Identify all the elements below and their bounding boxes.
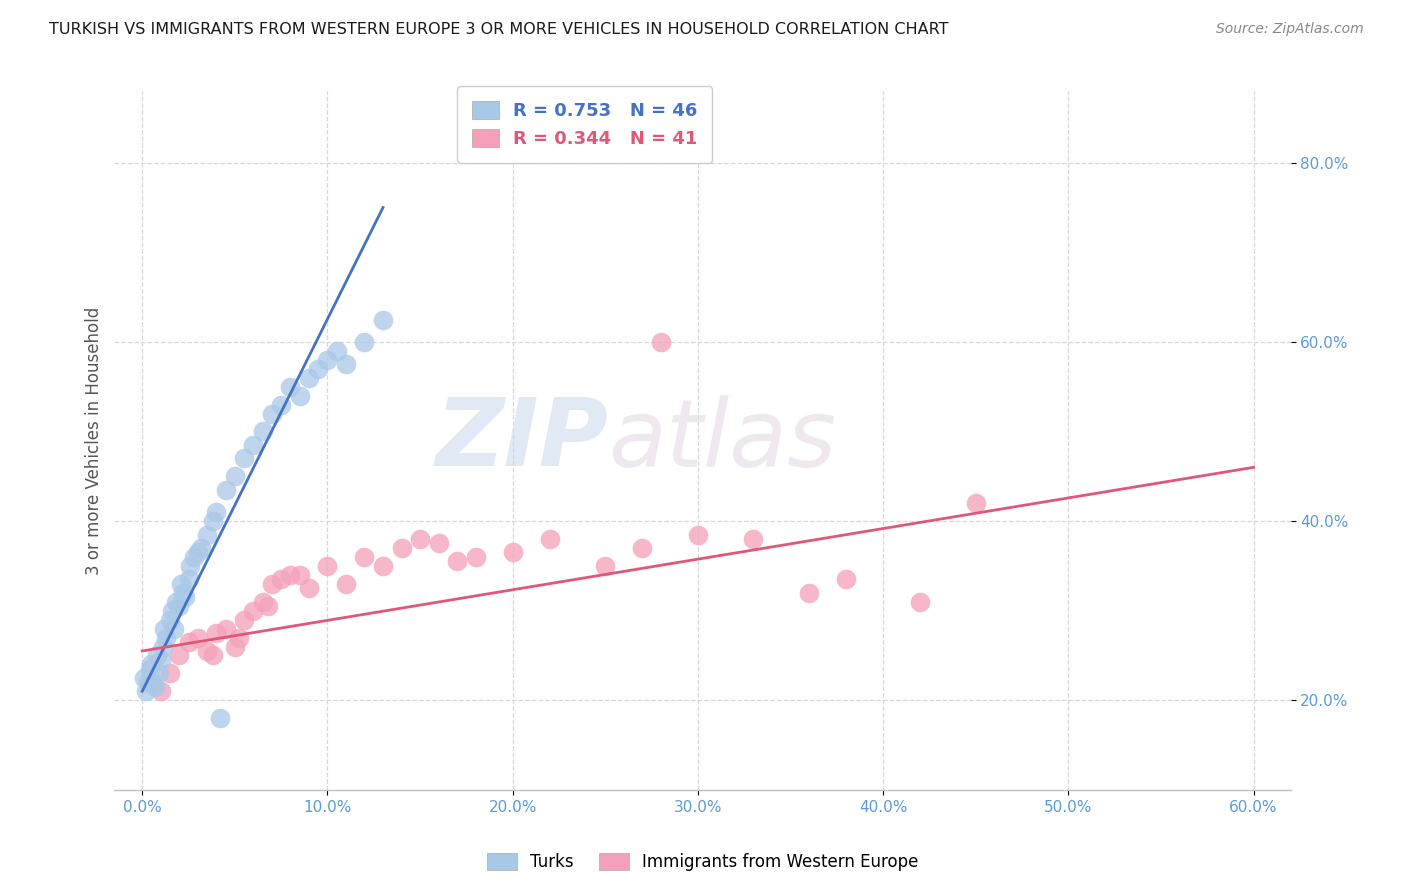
Point <box>280 380 302 394</box>
Point <box>179 558 201 573</box>
Point <box>233 451 256 466</box>
Point <box>135 684 157 698</box>
Point <box>288 389 311 403</box>
Point <box>538 532 561 546</box>
Point <box>391 541 413 555</box>
Point <box>270 398 292 412</box>
Point <box>159 613 181 627</box>
Point <box>228 631 250 645</box>
Point <box>464 549 486 564</box>
Point <box>316 352 339 367</box>
Point <box>224 469 246 483</box>
Point <box>183 549 205 564</box>
Point <box>214 622 236 636</box>
Point <box>288 567 311 582</box>
Legend: Turks, Immigrants from Western Europe: Turks, Immigrants from Western Europe <box>479 845 927 880</box>
Point <box>371 312 394 326</box>
Point <box>742 532 765 546</box>
Point <box>233 613 256 627</box>
Point <box>252 425 274 439</box>
Point <box>325 343 347 358</box>
Point <box>353 549 375 564</box>
Point <box>132 671 155 685</box>
Point <box>195 527 218 541</box>
Point <box>280 567 302 582</box>
Point <box>631 541 654 555</box>
Point <box>141 657 163 672</box>
Point <box>257 599 280 614</box>
Point <box>172 586 194 600</box>
Point <box>371 558 394 573</box>
Point <box>136 675 159 690</box>
Point <box>502 545 524 559</box>
Point <box>167 648 190 663</box>
Text: ZIP: ZIP <box>436 394 609 486</box>
Text: Source: ZipAtlas.com: Source: ZipAtlas.com <box>1216 22 1364 37</box>
Point <box>409 532 432 546</box>
Point <box>201 514 224 528</box>
Point <box>650 334 672 349</box>
Point <box>155 631 177 645</box>
Point <box>205 505 228 519</box>
Point <box>307 361 329 376</box>
Point <box>142 675 165 690</box>
Point <box>260 576 283 591</box>
Point <box>298 581 321 595</box>
Point <box>165 595 187 609</box>
Point <box>593 558 616 573</box>
Point <box>163 622 186 636</box>
Point <box>195 644 218 658</box>
Point <box>214 483 236 497</box>
Y-axis label: 3 or more Vehicles in Household: 3 or more Vehicles in Household <box>86 306 103 574</box>
Point <box>201 648 224 663</box>
Point <box>153 622 176 636</box>
Point <box>138 662 160 676</box>
Point <box>835 572 858 586</box>
Point <box>190 541 212 555</box>
Point <box>252 595 274 609</box>
Point <box>686 527 709 541</box>
Point <box>170 576 193 591</box>
Point <box>446 554 468 568</box>
Point <box>353 334 375 349</box>
Point <box>149 653 172 667</box>
Point <box>173 591 195 605</box>
Point <box>270 572 292 586</box>
Point <box>208 711 231 725</box>
Point <box>965 496 987 510</box>
Point <box>335 576 357 591</box>
Point <box>908 595 931 609</box>
Point <box>167 599 190 614</box>
Point <box>146 648 169 663</box>
Point <box>205 626 228 640</box>
Point <box>187 631 209 645</box>
Point <box>316 558 339 573</box>
Point <box>148 666 170 681</box>
Point <box>152 640 174 654</box>
Point <box>797 586 820 600</box>
Point <box>335 357 357 371</box>
Point <box>242 438 264 452</box>
Text: TURKISH VS IMMIGRANTS FROM WESTERN EUROPE 3 OR MORE VEHICLES IN HOUSEHOLD CORREL: TURKISH VS IMMIGRANTS FROM WESTERN EUROP… <box>49 22 949 37</box>
Legend: R = 0.753   N = 46, R = 0.344   N = 41: R = 0.753 N = 46, R = 0.344 N = 41 <box>457 87 713 162</box>
Text: atlas: atlas <box>609 395 837 486</box>
Point <box>187 545 209 559</box>
Point <box>298 370 321 384</box>
Point <box>242 604 264 618</box>
Point <box>159 666 181 681</box>
Point <box>141 675 163 690</box>
Point <box>177 635 200 649</box>
Point <box>177 572 200 586</box>
Point <box>143 680 166 694</box>
Point <box>260 407 283 421</box>
Point <box>427 536 450 550</box>
Point <box>160 604 183 618</box>
Point <box>149 684 172 698</box>
Point <box>224 640 246 654</box>
